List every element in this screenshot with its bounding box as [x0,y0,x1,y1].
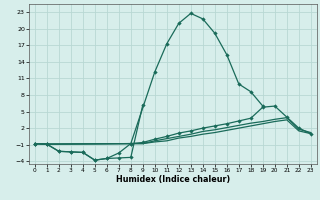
X-axis label: Humidex (Indice chaleur): Humidex (Indice chaleur) [116,175,230,184]
